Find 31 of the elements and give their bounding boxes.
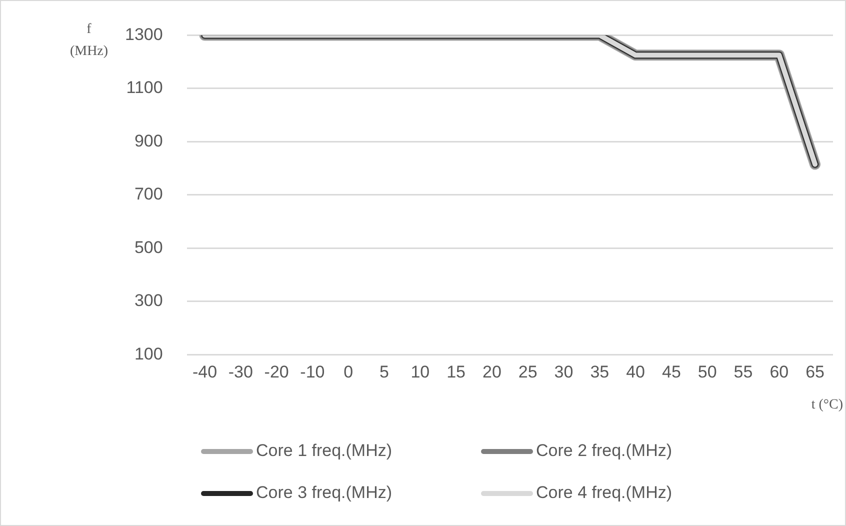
x-tick-label: 5: [380, 362, 389, 382]
legend-label: Core 3 freq.(MHz): [256, 483, 392, 503]
x-tick-label: 35: [590, 362, 610, 382]
x-tick-label: -40: [192, 362, 218, 382]
y-tick-label: 900: [134, 131, 163, 150]
x-tick-label: 15: [446, 362, 466, 382]
x-axis-title: t (°C): [811, 397, 844, 412]
y-tick-label: 700: [134, 184, 163, 204]
x-tick-label: 55: [734, 362, 753, 382]
y-tick-label: 1100: [126, 78, 163, 98]
y-tick-label: 1300: [124, 24, 163, 44]
x-tick-label: -10: [300, 362, 325, 382]
x-tick-label: -20: [264, 362, 289, 382]
x-tick-label: 20: [482, 362, 502, 382]
y-tick-label: 300: [134, 291, 163, 310]
y-axis-title: f (MHz): [70, 22, 108, 59]
x-tick-label: 40: [626, 362, 646, 382]
x-tick-label: 0: [344, 362, 354, 382]
x-tick-label: 60: [770, 362, 789, 382]
legend-label: Core 2 freq.(MHz): [536, 441, 672, 461]
x-tick-label: 10: [410, 362, 430, 382]
y-tick-label: 100: [134, 344, 163, 364]
legend-label: Core 4 freq.(MHz): [536, 483, 672, 503]
x-tick-label: 65: [806, 362, 825, 382]
x-tick-label: 45: [662, 362, 681, 382]
x-tick-label: 25: [518, 362, 538, 382]
x-tick-label: -30: [228, 362, 253, 382]
x-tick-label: 30: [554, 362, 574, 382]
y-tick-label: 500: [134, 238, 163, 257]
x-tick-label: 50: [698, 362, 717, 382]
legend-label: Core 1 freq.(MHz): [256, 441, 392, 461]
